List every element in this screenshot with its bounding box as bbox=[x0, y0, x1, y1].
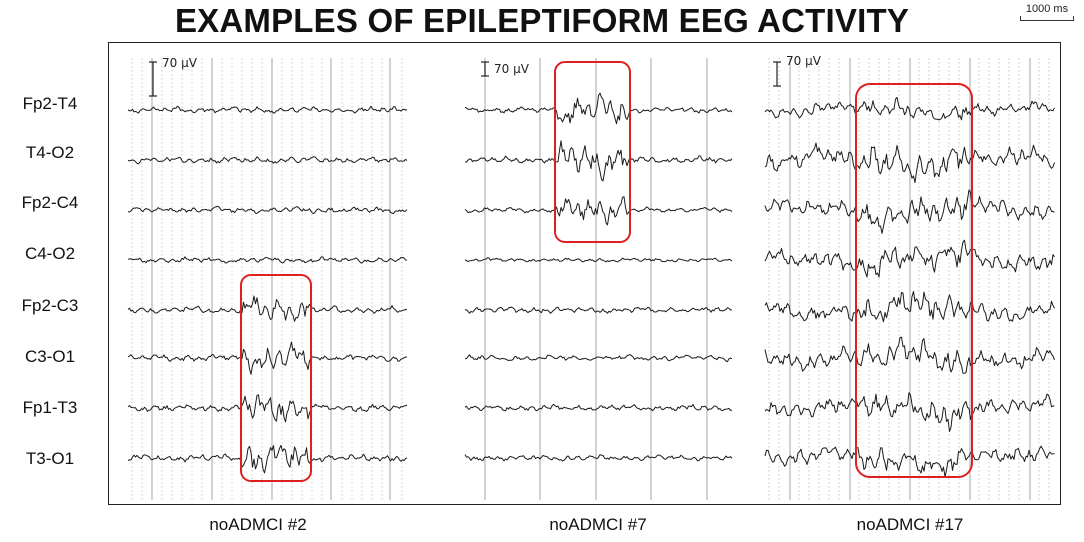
time-scale-tick-left bbox=[1020, 16, 1021, 21]
panel-label-2: noADMCI #7 bbox=[549, 515, 647, 534]
eeg-trace-panel-1-channel-6 bbox=[127, 341, 408, 375]
channel-label-fp2-c4: Fp2-C4 bbox=[21, 193, 79, 212]
time-scale-bar: 1000 ms bbox=[1018, 3, 1076, 23]
channel-label-fp2-c3: Fp2-C3 bbox=[21, 296, 79, 315]
eeg-trace-panel-2-channel-1 bbox=[464, 92, 733, 125]
amplitude-scale-label-panel-3: 70 µV bbox=[786, 54, 822, 68]
eeg-trace-panel-1-channel-1 bbox=[127, 105, 408, 114]
eeg-trace-panel-3-channel-2 bbox=[764, 142, 1055, 184]
eeg-trace-panel-2-channel-2 bbox=[464, 140, 733, 182]
eeg-trace-panel-2-channel-8 bbox=[464, 454, 733, 462]
figure-title: EXAMPLES OF EPILEPTIFORM EEG ACTIVITY bbox=[174, 2, 910, 39]
eeg-trace-panel-3-channel-5 bbox=[764, 291, 1055, 323]
eeg-trace-panel-2-channel-6 bbox=[464, 354, 733, 363]
amplitude-scale-label-panel-2: 70 µV bbox=[494, 62, 530, 76]
eeg-trace-panel-1-channel-5 bbox=[127, 295, 408, 322]
eeg-trace-panel-1-channel-3 bbox=[127, 205, 408, 215]
channel-label-c3-o1: C3-O1 bbox=[24, 347, 76, 366]
eeg-trace-panel-3-channel-6 bbox=[764, 336, 1055, 374]
eeg-trace-panel-2-channel-3 bbox=[464, 196, 733, 226]
panel-label-3: noADMCI #17 bbox=[856, 515, 964, 534]
eeg-trace-panel-3-channel-8 bbox=[764, 445, 1055, 478]
epileptiform-highlight-box-panel-2 bbox=[554, 61, 631, 243]
channel-label-fp1-t3: Fp1-T3 bbox=[22, 398, 78, 417]
channel-label-c4-o2: C4-O2 bbox=[24, 244, 76, 263]
eeg-trace-panel-1-channel-7 bbox=[127, 394, 408, 423]
eeg-trace-panel-1-channel-4 bbox=[127, 256, 408, 264]
eeg-trace-panel-2-channel-4 bbox=[464, 257, 733, 263]
eeg-trace-panel-2-channel-7 bbox=[464, 403, 733, 412]
eeg-trace-panel-2-channel-5 bbox=[464, 306, 733, 314]
eeg-trace-panel-1-channel-8 bbox=[127, 444, 408, 474]
channel-label-t4-o2: T4-O2 bbox=[25, 143, 75, 162]
time-scale-line bbox=[1020, 20, 1074, 21]
eeg-trace-panel-1-channel-2 bbox=[127, 156, 408, 165]
epileptiform-highlight-box-panel-1 bbox=[240, 274, 312, 482]
panel-label-1: noADMCI #2 bbox=[209, 515, 307, 534]
time-scale-label: 1000 ms bbox=[1025, 3, 1069, 15]
eeg-frame bbox=[108, 42, 1061, 505]
eeg-trace-panel-3-channel-4 bbox=[764, 239, 1055, 278]
eeg-trace-panel-3-channel-3 bbox=[764, 189, 1055, 234]
channel-label-fp2-t4: Fp2-T4 bbox=[22, 94, 78, 113]
eeg-trace-panel-3-channel-1 bbox=[764, 96, 1055, 121]
channel-label-t3-o1: T3-O1 bbox=[25, 449, 75, 468]
epileptiform-highlight-box-panel-3 bbox=[855, 83, 973, 478]
amplitude-scale-label-panel-1: 70 µV bbox=[162, 56, 198, 70]
eeg-trace-panel-3-channel-7 bbox=[764, 392, 1055, 432]
time-scale-tick-right bbox=[1073, 16, 1074, 21]
